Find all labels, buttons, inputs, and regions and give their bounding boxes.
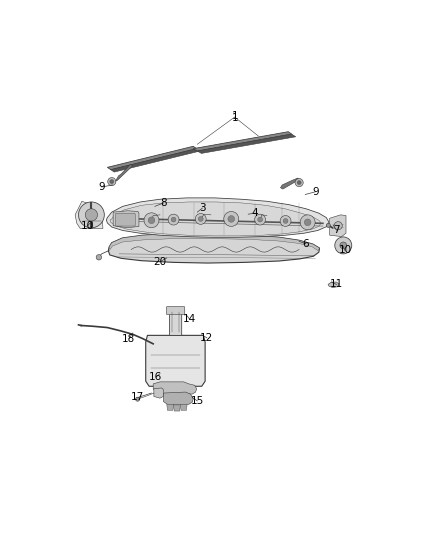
Polygon shape (280, 178, 297, 189)
Text: 8: 8 (160, 198, 167, 208)
FancyBboxPatch shape (166, 306, 185, 314)
Circle shape (85, 209, 98, 221)
Text: 16: 16 (149, 372, 162, 382)
Polygon shape (106, 198, 329, 237)
Circle shape (304, 219, 311, 225)
Polygon shape (167, 404, 173, 410)
Text: 7: 7 (333, 225, 340, 235)
Text: 15: 15 (191, 396, 204, 406)
Circle shape (78, 202, 104, 228)
Circle shape (283, 219, 288, 223)
Text: 20: 20 (153, 257, 166, 266)
Circle shape (300, 215, 315, 230)
Text: 17: 17 (131, 392, 145, 402)
Polygon shape (330, 215, 346, 237)
Polygon shape (173, 405, 180, 411)
FancyBboxPatch shape (116, 213, 135, 226)
Text: 9: 9 (312, 187, 319, 197)
Polygon shape (170, 308, 182, 335)
Polygon shape (108, 234, 320, 263)
Circle shape (110, 180, 114, 184)
Circle shape (254, 214, 265, 225)
Polygon shape (154, 388, 163, 398)
Polygon shape (111, 149, 200, 172)
Polygon shape (146, 335, 205, 386)
Circle shape (297, 181, 301, 184)
Text: 11: 11 (330, 279, 343, 289)
Circle shape (195, 214, 206, 224)
Circle shape (334, 222, 342, 230)
Polygon shape (328, 282, 339, 287)
Polygon shape (113, 211, 139, 228)
Circle shape (224, 212, 239, 227)
Text: 1: 1 (231, 111, 238, 121)
Text: 9: 9 (98, 182, 105, 192)
Circle shape (144, 213, 159, 228)
Polygon shape (75, 201, 103, 229)
Polygon shape (197, 134, 296, 154)
Polygon shape (107, 146, 197, 169)
Text: 3: 3 (199, 203, 206, 213)
Text: 10: 10 (339, 246, 352, 255)
Polygon shape (163, 392, 193, 404)
Text: 14: 14 (183, 314, 197, 325)
Circle shape (198, 216, 203, 221)
Circle shape (148, 217, 155, 224)
Polygon shape (193, 132, 292, 151)
Text: 10: 10 (81, 221, 94, 231)
Circle shape (280, 215, 291, 227)
Circle shape (168, 214, 179, 225)
Circle shape (340, 242, 346, 249)
Circle shape (108, 177, 116, 185)
Polygon shape (109, 234, 320, 251)
Circle shape (335, 237, 352, 254)
Circle shape (295, 179, 303, 187)
Circle shape (228, 215, 235, 222)
Polygon shape (180, 404, 187, 410)
Polygon shape (115, 165, 133, 182)
Text: 1: 1 (231, 113, 238, 123)
Circle shape (96, 255, 102, 260)
Text: 18: 18 (122, 334, 135, 344)
Circle shape (258, 217, 262, 222)
Polygon shape (110, 202, 321, 236)
Text: 4: 4 (252, 208, 258, 218)
Circle shape (135, 397, 140, 401)
Polygon shape (153, 382, 197, 394)
Text: 6: 6 (303, 239, 309, 249)
Circle shape (171, 217, 176, 222)
Circle shape (326, 223, 330, 228)
Text: 12: 12 (200, 333, 213, 343)
